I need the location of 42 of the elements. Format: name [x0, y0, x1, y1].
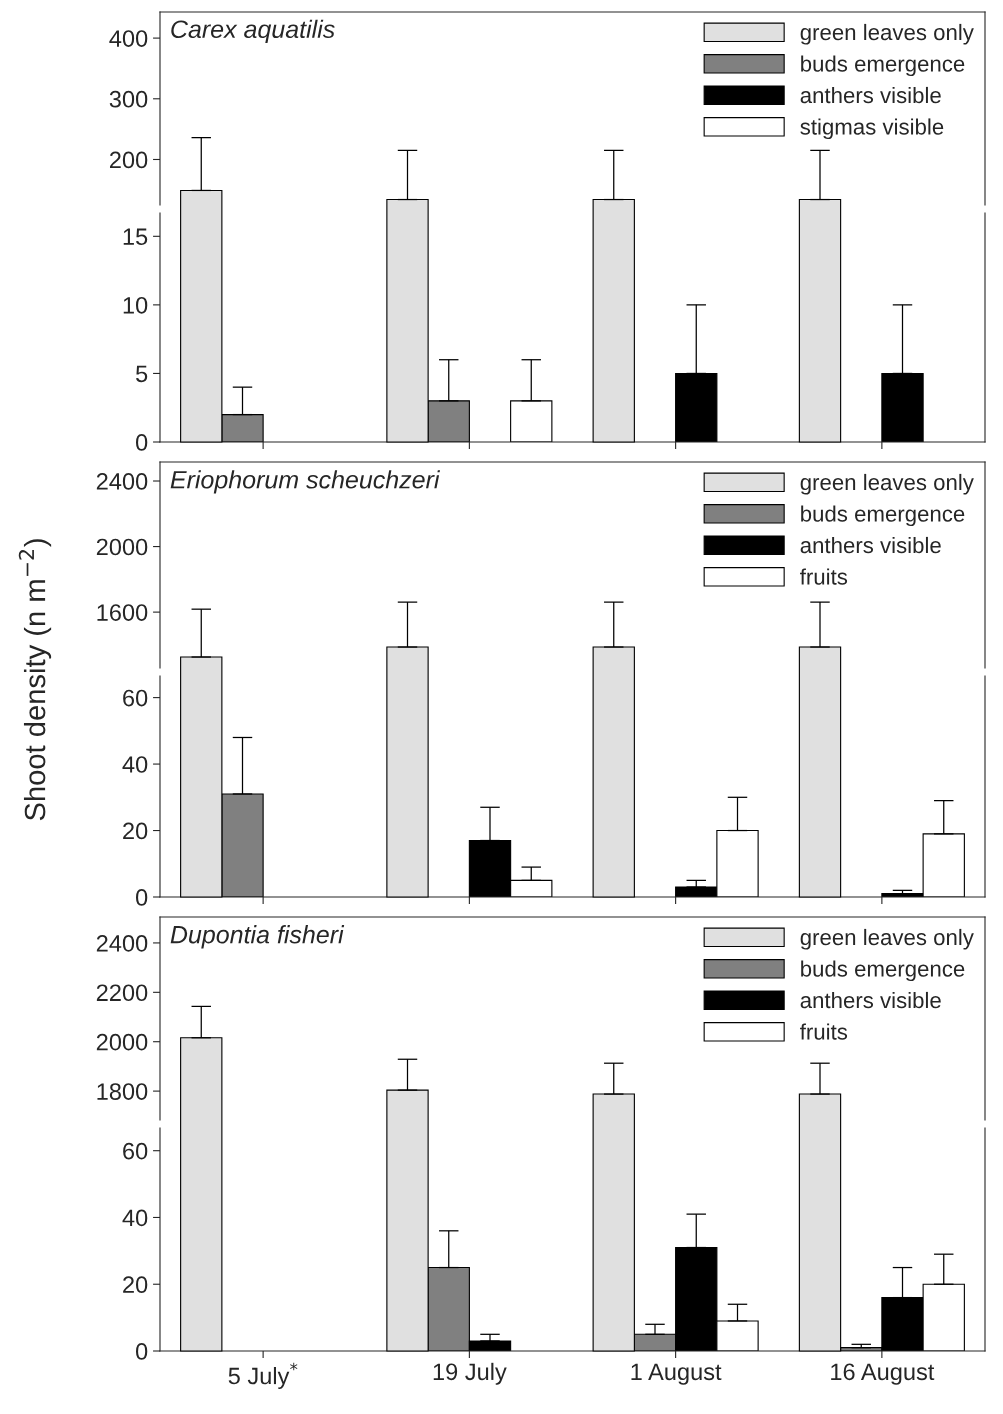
y-tick-label: 2400: [96, 473, 148, 490]
chart-title: Eriophorum scheuchzeri: [170, 470, 441, 494]
y-tick-label: 20: [123, 822, 148, 840]
legend-label: anthers visible: [800, 536, 941, 554]
y-tick-label: 1800: [97, 1083, 148, 1100]
y-tick-label: 1600: [97, 604, 148, 621]
legend-label: buds emergence: [801, 505, 965, 527]
y-tick-label: 15: [123, 228, 148, 246]
legend-label: buds emergence: [801, 960, 965, 982]
legend-label: buds emergence: [801, 55, 965, 77]
legend-label: green leaves only: [800, 928, 974, 950]
y-tick-label: 400: [109, 30, 148, 47]
x-tick-label: 1 August: [631, 1363, 722, 1385]
y-tick-label: 40: [122, 1209, 148, 1227]
y-axis-title: Shoot density (n m$^{−2}$): [18, 539, 52, 821]
x-tick-label: 5 July$^{*}$: [228, 1362, 298, 1390]
y-tick-label: 10: [123, 296, 148, 314]
chart-title: Carex aquatilis: [171, 19, 335, 44]
legend-label: anthers visible: [800, 991, 941, 1009]
y-tick-label: 200: [109, 151, 148, 169]
legend-label: green leaves only: [800, 23, 974, 45]
y-tick-label: 20: [123, 1276, 148, 1294]
legend-label: green leaves only: [800, 473, 974, 495]
y-tick-label: 300: [109, 90, 148, 108]
legend-label: stigmas visible: [800, 118, 944, 140]
y-tick-label: 0: [135, 1343, 148, 1360]
legend-label: fruits: [800, 1023, 848, 1040]
chart-title: Dupontia fisheri: [170, 925, 345, 949]
y-tick-label: 2400: [96, 935, 148, 952]
y-tick-label: 2200: [96, 984, 148, 1002]
x-tick-label: 16 August: [831, 1363, 935, 1385]
y-tick-label: 0: [135, 889, 148, 906]
x-tick-label: 19 July: [433, 1362, 507, 1385]
y-tick-label: 0: [135, 434, 148, 451]
y-tick-label: 2000: [96, 1033, 148, 1051]
y-tick-label: 60: [123, 1142, 148, 1160]
legend-label: anthers visible: [800, 86, 941, 104]
legend-label: fruits: [800, 568, 848, 585]
y-tick-label: 2000: [96, 538, 148, 556]
y-tick-label: 60: [123, 689, 148, 707]
y-tick-label: 40: [122, 756, 148, 773]
y-tick-label: 5: [136, 365, 148, 383]
